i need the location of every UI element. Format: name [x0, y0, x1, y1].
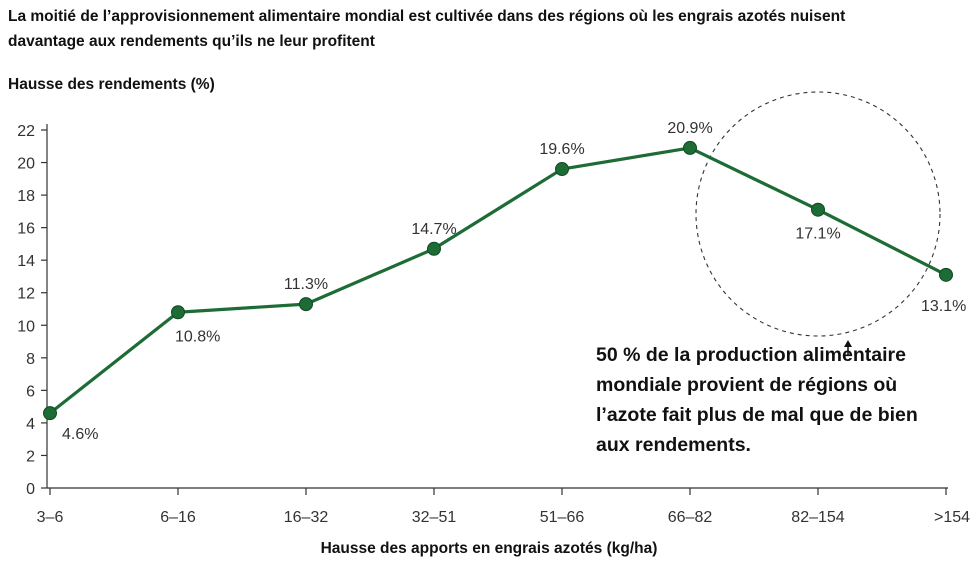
y-tick-label: 22	[17, 123, 35, 140]
data-point	[171, 305, 185, 320]
y-tick-label: 2	[26, 448, 35, 465]
data-label: 11.3%	[284, 276, 328, 293]
x-axis-label: Hausse des apports en engrais azotés (kg…	[320, 540, 658, 557]
data-point	[299, 297, 313, 312]
highlight-circle	[695, 91, 941, 337]
y-tick-label: 6	[26, 383, 35, 400]
annotation-text: 50 % de la production alimentaire mondia…	[596, 344, 918, 456]
x-tick-label: 6–16	[160, 509, 196, 526]
x-tick-label: >154	[934, 509, 970, 526]
data-label: 10.8%	[175, 328, 220, 345]
data-point	[811, 202, 825, 217]
data-label: 19.6%	[539, 141, 584, 158]
y-tick-label: 8	[26, 351, 35, 368]
y-axis-label: Hausse des rendements (%)	[8, 76, 215, 93]
data-label: 17.1%	[795, 226, 840, 243]
y-tick-label: 10	[17, 318, 35, 335]
data-label: 4.6%	[62, 426, 98, 443]
y-tick-label: 0	[26, 481, 35, 498]
data-point	[43, 406, 57, 421]
data-point	[939, 267, 953, 282]
x-tick-label: 66–82	[668, 509, 713, 526]
y-tick-label: 14	[17, 253, 35, 270]
data-label: 13.1%	[921, 298, 966, 315]
x-tick-label: 16–32	[284, 509, 329, 526]
y-tick-label: 20	[17, 156, 35, 173]
data-label: 14.7%	[411, 221, 456, 238]
data-point	[683, 140, 697, 155]
x-tick-label: 3–6	[37, 509, 64, 526]
data-label: 20.9%	[667, 120, 712, 137]
y-tick-label: 16	[17, 221, 35, 238]
x-tick-label: 32–51	[412, 509, 457, 526]
x-tick-label: 82–154	[791, 509, 844, 526]
series-line	[49, 146, 947, 415]
x-tick-label: 51–66	[540, 509, 585, 526]
y-tick-label: 18	[17, 188, 35, 205]
data-point	[555, 162, 569, 177]
chart-title: La moitié de l’approvisionnement aliment…	[8, 8, 846, 50]
data-point	[427, 241, 441, 256]
y-tick-label: 4	[26, 416, 35, 433]
y-tick-label: 12	[17, 286, 35, 303]
annotation-arrow-head	[844, 340, 852, 347]
